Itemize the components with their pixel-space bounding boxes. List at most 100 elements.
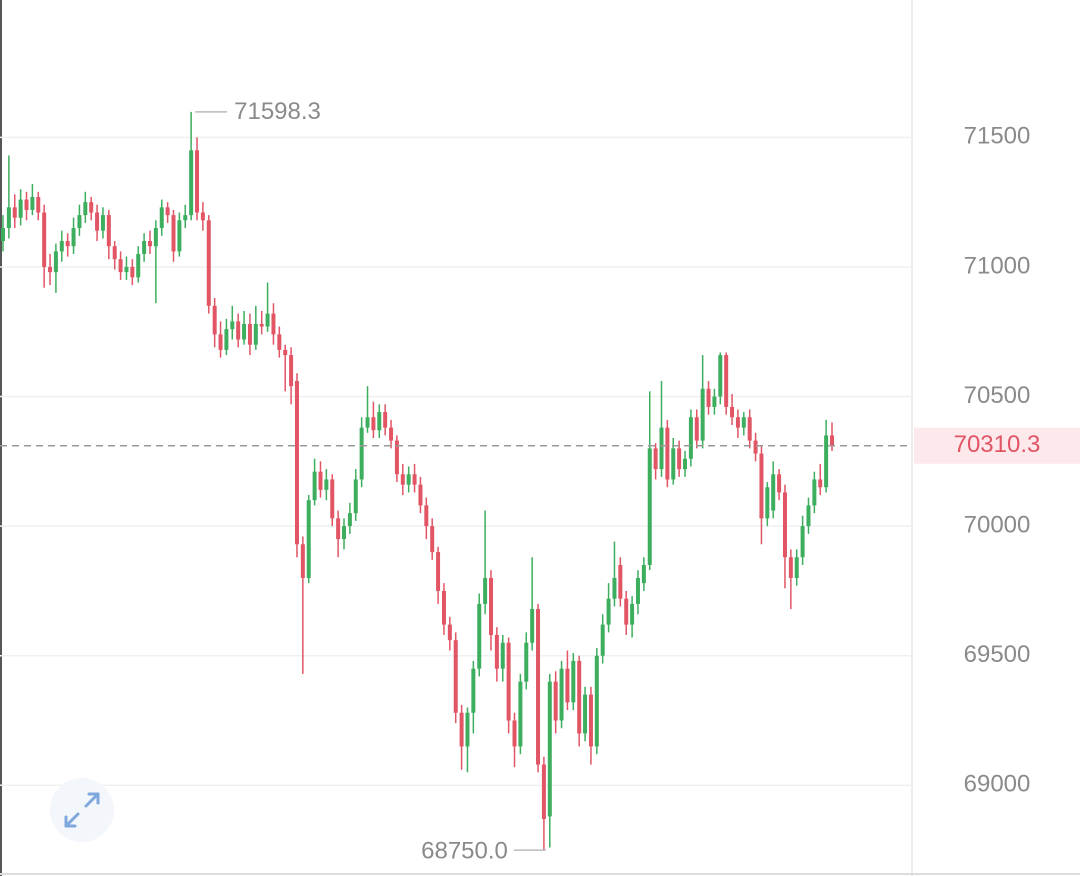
candle-body <box>765 487 770 519</box>
candle-body <box>212 305 217 335</box>
candle-body <box>95 212 100 231</box>
candle-body <box>259 323 264 327</box>
candle-body <box>347 513 352 527</box>
candle-body <box>353 479 358 514</box>
candle-body <box>383 412 388 428</box>
candle-body <box>100 215 105 231</box>
candle-body <box>653 448 658 470</box>
candle-body <box>724 355 729 407</box>
candle-body <box>559 668 564 721</box>
y-tick-label: 71000 <box>964 252 1031 279</box>
candle-body <box>48 266 53 273</box>
candle-body <box>171 215 176 252</box>
candle-body <box>177 220 182 252</box>
candle-body <box>289 355 294 387</box>
candle-body <box>483 577 488 604</box>
candle-body <box>824 435 829 488</box>
candle-body <box>283 349 288 356</box>
candle-body <box>465 712 470 747</box>
candle-body <box>242 323 247 340</box>
candle-body <box>394 440 399 475</box>
candle-body <box>65 241 70 247</box>
candle-body <box>647 448 652 565</box>
candle-body <box>806 505 811 527</box>
candle-body <box>571 660 576 703</box>
candle-body <box>706 388 711 407</box>
candle-body <box>688 417 693 459</box>
candle-body <box>782 492 787 558</box>
candle-body <box>741 417 746 428</box>
y-tick-label: 70000 <box>964 511 1031 538</box>
candle-body <box>318 471 323 490</box>
candle-body <box>665 427 670 480</box>
candle-body <box>159 207 164 229</box>
candle-body <box>730 406 735 418</box>
candle-body <box>583 694 588 734</box>
candle-body <box>453 640 458 713</box>
candle-body <box>1 228 5 242</box>
candle-body <box>500 642 505 669</box>
candle-body <box>30 196 35 210</box>
candle-body <box>588 694 593 747</box>
candle-body <box>200 212 205 221</box>
candle-body <box>700 388 705 441</box>
candle-body <box>630 603 635 625</box>
low-label: 68750.0 <box>421 837 508 864</box>
candle-body <box>153 228 158 247</box>
candle-body <box>600 624 605 656</box>
candle-body <box>512 720 517 747</box>
candle-body <box>247 323 252 345</box>
y-tick-label: 71500 <box>964 123 1031 150</box>
y-tick-label: 69500 <box>964 641 1031 668</box>
candle-body <box>712 396 717 407</box>
y-tick-label: 69000 <box>964 771 1031 798</box>
candle-body <box>494 634 499 669</box>
candle-body <box>230 321 235 330</box>
candle-body <box>788 557 793 578</box>
candle-body <box>747 417 752 441</box>
candle-body <box>224 329 229 350</box>
candle-body <box>165 207 170 216</box>
last-price-label: 70310.3 <box>954 431 1041 458</box>
candle-body <box>412 474 417 485</box>
candle-body <box>118 259 123 273</box>
candle-body <box>771 474 776 511</box>
candle-body <box>477 603 482 669</box>
candle-body <box>671 448 676 480</box>
candle-body <box>547 681 552 817</box>
candle-body <box>471 668 476 713</box>
candle-body <box>253 323 258 345</box>
candle-body <box>124 266 129 273</box>
candle-body <box>89 202 94 213</box>
candle-body <box>300 544 305 578</box>
candle-body <box>565 668 570 703</box>
y-tick-label: 70500 <box>964 382 1031 409</box>
candle-body <box>718 355 723 397</box>
expand-button[interactable] <box>50 778 114 842</box>
candle-body <box>294 380 299 545</box>
candle-body <box>371 417 376 431</box>
candle-body <box>183 215 188 221</box>
candle-body <box>447 624 452 641</box>
candle-body <box>506 642 511 721</box>
candle-body <box>77 215 82 229</box>
candle-body <box>624 598 629 625</box>
candle-body <box>36 196 41 213</box>
high-label: 71598.3 <box>234 98 321 125</box>
candle-body <box>406 474 411 485</box>
candle-body <box>612 577 617 599</box>
candle-body <box>59 241 64 252</box>
candle-body <box>324 479 329 490</box>
candle-body <box>112 246 117 260</box>
expand-icon <box>64 792 100 828</box>
candle-body <box>436 552 441 591</box>
candle-body <box>541 764 546 819</box>
candle-body <box>594 655 599 747</box>
candle-body <box>641 564 646 584</box>
candle-body <box>759 453 764 519</box>
candle-body <box>430 526 435 553</box>
candle-body <box>424 505 429 527</box>
candle-body <box>659 427 664 470</box>
candle-body <box>195 150 200 213</box>
